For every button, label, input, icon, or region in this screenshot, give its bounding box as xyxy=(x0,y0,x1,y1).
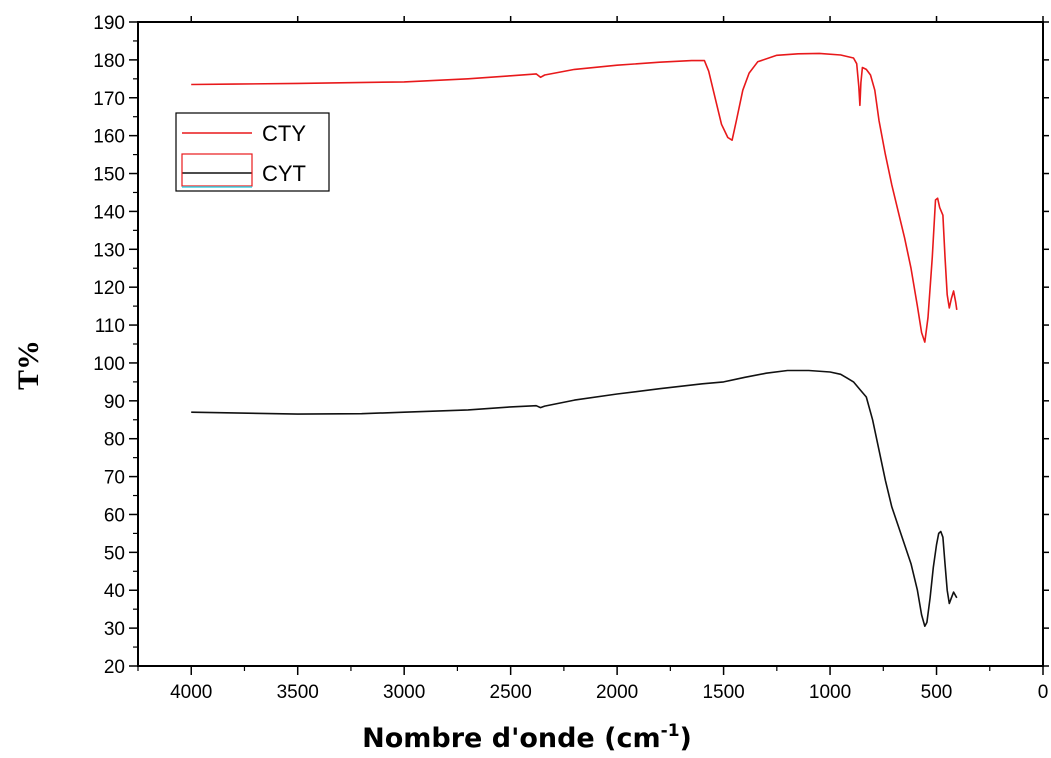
legend-artifact-box xyxy=(181,153,253,187)
x-tick-label: 2500 xyxy=(490,682,532,703)
y-tick-label: 100 xyxy=(93,354,125,375)
y-tick-label: 130 xyxy=(93,240,125,261)
y-tick-label: 110 xyxy=(95,316,125,337)
y-axis-title: T% xyxy=(12,340,45,390)
x-tick-label: 3500 xyxy=(277,682,319,703)
x-tick-label: 1000 xyxy=(809,682,851,703)
y-tick-label: 180 xyxy=(93,51,125,72)
y-tick-label: 50 xyxy=(104,543,125,564)
y-tick-label: 90 xyxy=(104,392,125,413)
x-axis-title-superscript: -1 xyxy=(661,721,680,741)
y-tick-label: 120 xyxy=(93,278,125,299)
y-tick-label: 190 xyxy=(93,13,125,34)
series-line-cty xyxy=(191,52,958,343)
x-tick-label: 0 xyxy=(1038,682,1049,703)
legend-label-cty: CTY xyxy=(262,121,306,146)
x-tick-label: 3000 xyxy=(383,682,425,703)
y-tick-label: 70 xyxy=(104,468,125,489)
y-tick-label: 60 xyxy=(104,505,125,526)
y-tick-label: 20 xyxy=(104,657,125,678)
x-axis-title-text: Nombre d'onde (cm xyxy=(362,723,661,754)
x-tick-label: 4000 xyxy=(170,682,212,703)
x-tick-label: 500 xyxy=(921,682,953,703)
y-tick-label: 140 xyxy=(93,202,125,223)
y-tick-label: 80 xyxy=(104,430,125,451)
legend: CTY CYT xyxy=(175,112,330,192)
y-tick-label: 150 xyxy=(93,165,125,186)
x-axis-title: Nombre d'onde (cm-1) xyxy=(362,721,692,754)
y-tick-label: 40 xyxy=(104,581,125,602)
series-group xyxy=(191,52,958,627)
x-tick-label: 1500 xyxy=(702,682,744,703)
x-axis-title-close: ) xyxy=(680,723,692,754)
series-line-cyt xyxy=(191,369,958,627)
y-tick-label: 160 xyxy=(93,127,125,148)
y-tick-label: 170 xyxy=(93,89,125,110)
x-tick-label: 2000 xyxy=(596,682,638,703)
legend-label-cyt: CYT xyxy=(262,161,306,186)
axes: 4000 3500 3000 2500 2000 1500 1000 500 0 20 30 40 50… xyxy=(93,13,1049,703)
y-tick-label: 30 xyxy=(104,619,125,640)
